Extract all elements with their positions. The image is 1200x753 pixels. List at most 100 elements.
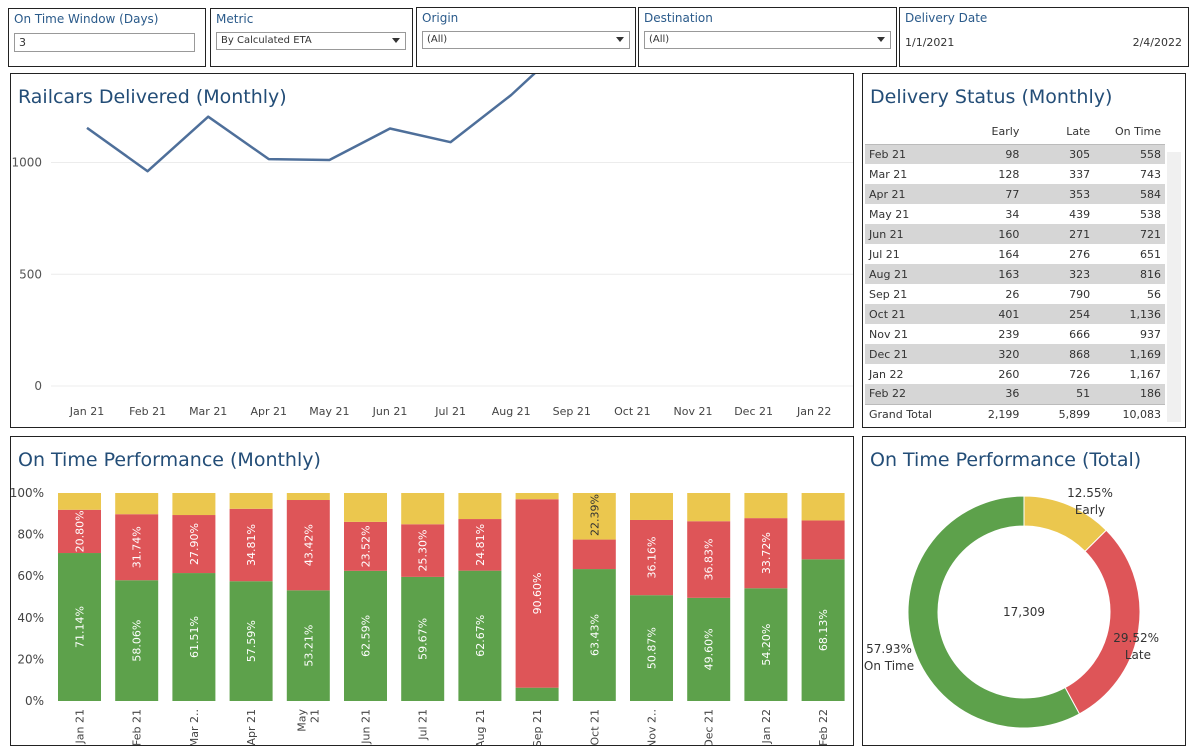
bar-segment-early[interactable] <box>458 493 502 520</box>
bar-segment-on-time[interactable] <box>229 581 273 701</box>
bar-segment-on-time[interactable] <box>286 590 330 701</box>
bar-segment-early[interactable] <box>58 493 101 510</box>
bar-segment-on-time[interactable] <box>458 570 502 701</box>
table-row: Feb 21 98 305 558 <box>865 144 1165 164</box>
panel-title: On Time Performance (Total) <box>870 449 1142 471</box>
bar-data-label: 90.60% <box>531 572 544 614</box>
x-tick-label: Jan 22 <box>796 405 831 418</box>
column-header-early: Early <box>942 120 1024 145</box>
donut-slice-late[interactable] <box>1064 529 1141 715</box>
bar-segment-late[interactable] <box>630 519 673 596</box>
bar-segment-late[interactable] <box>744 518 788 589</box>
bar-segment-early[interactable] <box>344 493 387 522</box>
bar-segment-on-time[interactable] <box>687 597 731 701</box>
bar-segment-early[interactable] <box>687 493 731 522</box>
bar-segment-on-time[interactable] <box>344 570 387 701</box>
table-cell-early: 26 <box>1005 287 1020 301</box>
bar-segment-early[interactable] <box>115 493 159 515</box>
grand-total-row: Grand Total 2,199 5,899 10,083 <box>865 403 1165 424</box>
bar-segment-late[interactable] <box>401 524 445 577</box>
bar-segment-on-time[interactable] <box>58 553 101 701</box>
bar-segment-late[interactable] <box>172 515 216 574</box>
data-point[interactable] <box>387 126 393 132</box>
bar-segment-on-time[interactable] <box>172 573 216 701</box>
destination-select[interactable]: (All) <box>644 31 891 49</box>
filter-on-time-window: On Time Window (Days) 3 <box>8 8 206 67</box>
bar-data-label: 31.74% <box>131 526 144 568</box>
x-tick-label: Jan 22 <box>760 709 773 744</box>
table-cell-late: 790 <box>1069 287 1091 301</box>
table-cell-month: Nov 21 <box>869 327 908 341</box>
bar-segment-late[interactable] <box>115 514 159 581</box>
bar-data-label: 59.67% <box>417 618 430 660</box>
bar-segment-on-time[interactable] <box>115 580 159 701</box>
metric-select[interactable]: By Calculated ETA <box>216 32 406 50</box>
bar-segment-on-time[interactable] <box>801 559 845 701</box>
panel-title: On Time Performance (Monthly) <box>18 449 321 471</box>
bar-segment-late[interactable] <box>515 499 559 688</box>
table-cell-early: 160 <box>942 224 1024 244</box>
bar-data-label: 36.16% <box>646 537 659 579</box>
donut-pct-label: 29.52% <box>1113 631 1159 645</box>
filter-label: Origin <box>422 11 459 25</box>
table-cell-early: 164 <box>998 247 1020 261</box>
data-point[interactable] <box>266 156 272 162</box>
table-cell-early: 77 <box>942 184 1024 204</box>
table-scrollbar[interactable] <box>1167 152 1181 422</box>
donut-slice-on-time[interactable] <box>907 495 1081 729</box>
data-point[interactable] <box>145 168 151 174</box>
otp-monthly-panel: On Time Performance (Monthly) 100% 80% 60%… <box>10 436 854 746</box>
bar-segment-on-time[interactable] <box>515 687 559 701</box>
x-tick-label: Aug 21 <box>492 405 531 418</box>
bar-segment-early[interactable] <box>286 493 330 501</box>
bar-segment-on-time[interactable] <box>572 569 616 701</box>
table-cell-month: Apr 21 <box>865 184 943 204</box>
data-point[interactable] <box>508 92 514 98</box>
bar-segment-early[interactable] <box>572 493 616 540</box>
on-time-window-input[interactable]: 3 <box>14 33 195 52</box>
bar-segment-early[interactable] <box>172 493 216 516</box>
bar-segment-on-time[interactable] <box>401 576 445 701</box>
y-tick-label: 100% <box>11 486 44 500</box>
y-tick-label: 20% <box>17 652 44 666</box>
bar-segment-late[interactable] <box>572 539 616 570</box>
bar-segment-early[interactable] <box>744 493 788 519</box>
donut-pct-label: 57.93% <box>866 642 912 656</box>
bar-data-label: 63.43% <box>588 614 601 656</box>
bar-segment-late[interactable] <box>286 500 330 591</box>
table-cell-on-time: 937 <box>1140 327 1161 341</box>
delivery-date-end[interactable]: 2/4/2022 <box>1132 36 1182 49</box>
bar-data-label: 58.06% <box>131 620 144 662</box>
table-row: Feb 22 36 51 186 <box>865 384 1165 404</box>
x-tick-label: Jun 21 <box>372 405 408 418</box>
data-point[interactable] <box>326 157 332 163</box>
table-cell-on-time: 558 <box>1094 144 1165 164</box>
filter-label: Delivery Date <box>905 11 988 25</box>
bar-segment-late[interactable] <box>801 520 845 560</box>
table-cell-month: Mar 21 <box>869 167 908 181</box>
data-point[interactable] <box>205 114 211 120</box>
column-header-month <box>865 120 943 145</box>
bar-segment-on-time[interactable] <box>630 595 673 701</box>
bar-segment-on-time[interactable] <box>744 588 788 701</box>
bar-segment-early[interactable] <box>630 493 673 520</box>
bar-segment-late[interactable] <box>458 519 502 571</box>
bar-segment-early[interactable] <box>515 493 559 500</box>
otp-total-donut-chart: 17,309 12.55% Early 29.52% Late 57.93% On Time <box>864 486 1159 729</box>
bar-segment-early[interactable] <box>801 493 845 521</box>
y-tick-label: 0% <box>25 694 44 708</box>
data-point[interactable] <box>84 125 90 131</box>
donut-center-total: 17,309 <box>1003 605 1045 619</box>
bar-segment-late[interactable] <box>229 508 273 582</box>
bar-segment-late[interactable] <box>344 521 387 571</box>
origin-select[interactable]: (All) <box>422 31 630 49</box>
bar-segment-late[interactable] <box>687 521 731 598</box>
bar-segment-early[interactable] <box>401 493 445 525</box>
y-tick-label: 1000 <box>11 156 42 170</box>
bar-segment-early[interactable] <box>229 493 273 509</box>
bar-segment-late[interactable] <box>58 509 101 554</box>
bar-data-label: 57.59% <box>245 620 258 662</box>
data-point[interactable] <box>448 139 454 145</box>
delivery-date-start[interactable]: 1/1/2021 <box>905 36 955 49</box>
table-row: Aug 21 163 323 816 <box>865 264 1165 284</box>
